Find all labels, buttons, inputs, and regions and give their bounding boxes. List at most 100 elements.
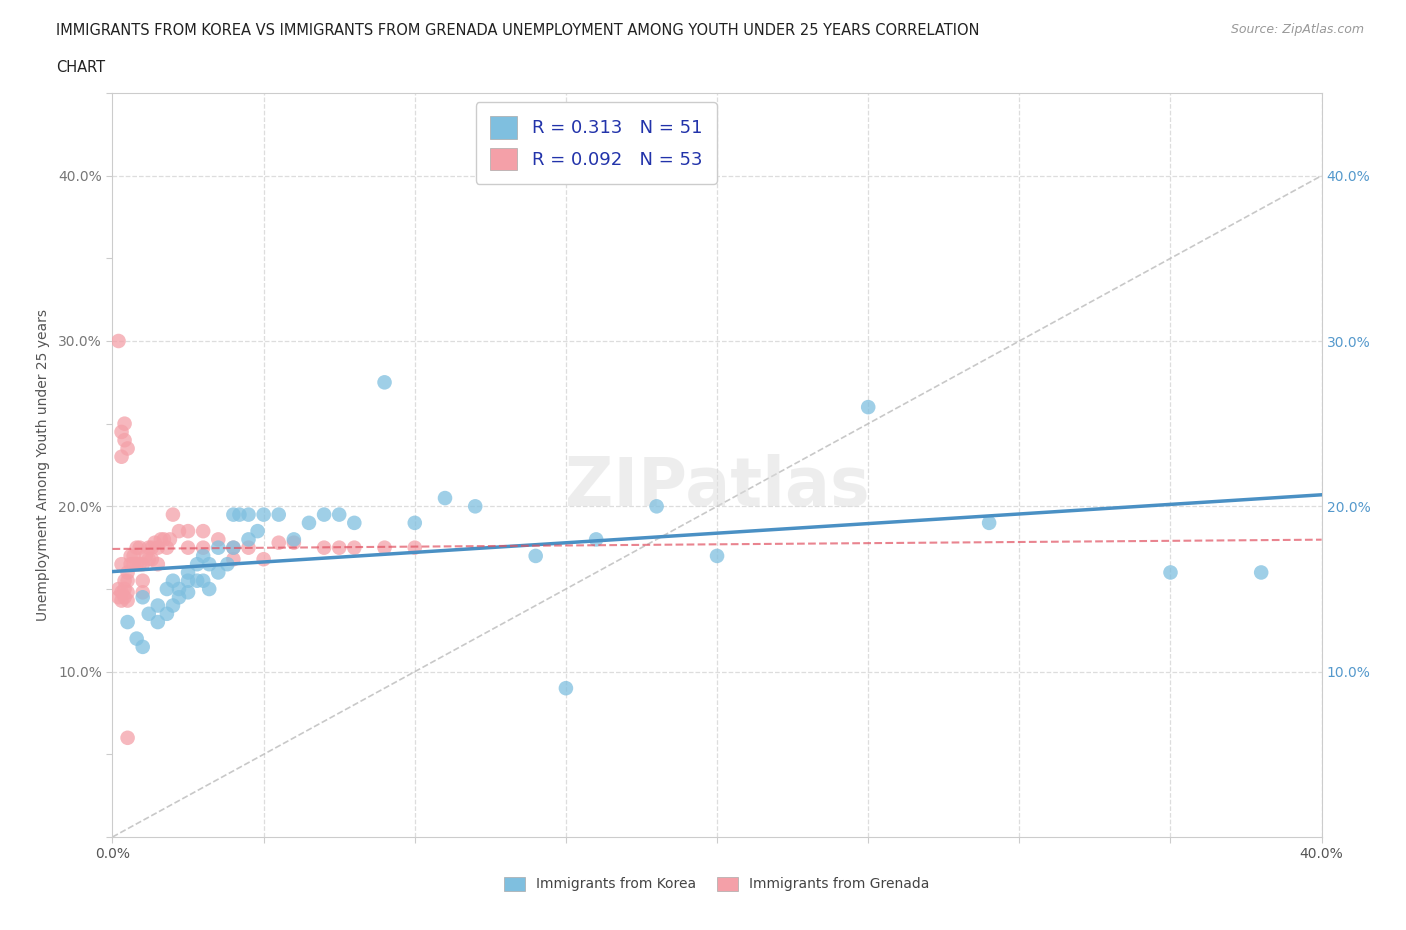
Point [120,549,142,564]
Point [156,606,179,621]
Point [298,515,321,530]
Point [191,540,214,555]
Point [125,557,148,572]
Point [207,540,229,555]
Point [110,449,132,464]
Point [186,557,208,572]
Point [198,581,221,596]
Point [146,557,169,572]
Point [177,573,200,588]
Point [125,540,148,555]
Point [177,540,200,555]
Point [125,631,148,646]
Point [146,540,169,555]
Point [343,540,366,555]
Point [117,441,139,456]
Point [222,540,245,555]
Point [114,417,136,432]
Point [167,590,190,604]
Point [138,540,160,555]
Point [141,551,163,566]
Point [217,557,239,572]
Point [132,640,155,655]
Point [138,551,160,566]
Point [141,540,163,555]
Y-axis label: Unemployment Among Youth under 25 years: Unemployment Among Youth under 25 years [37,309,49,621]
Point [162,507,184,522]
Point [253,551,276,566]
Point [167,581,190,596]
Point [645,498,668,513]
Point [117,593,139,608]
Point [156,540,179,555]
Point [138,606,160,621]
Point [107,581,129,596]
Point [149,532,172,547]
Point [328,540,350,555]
Text: Source: ZipAtlas.com: Source: ZipAtlas.com [1230,23,1364,36]
Point [114,432,136,447]
Point [153,532,176,547]
Point [114,573,136,588]
Text: ZIPatlas: ZIPatlas [565,455,869,520]
Point [162,573,184,588]
Point [1250,565,1272,580]
Point [177,585,200,600]
Point [117,573,139,588]
Point [207,565,229,580]
Point [110,585,132,600]
Point [706,549,728,564]
Point [238,540,260,555]
Point [191,524,214,538]
Point [132,585,155,600]
Point [464,498,486,513]
Point [128,557,150,572]
Point [132,557,155,572]
Point [328,507,350,522]
Point [110,557,132,572]
Point [135,549,157,564]
Point [117,615,139,630]
Point [156,581,179,596]
Point [191,573,214,588]
Point [246,524,269,538]
Point [977,515,1000,530]
Point [177,565,200,580]
Point [110,424,132,439]
Point [159,532,181,547]
Point [117,585,139,600]
Point [238,507,260,522]
Point [314,540,336,555]
Point [283,536,305,551]
Point [228,507,250,522]
Point [107,334,129,349]
Point [374,375,396,390]
Point [222,507,245,522]
Point [186,573,208,588]
Point [117,730,139,745]
Point [198,557,221,572]
Point [343,515,366,530]
Point [222,540,245,555]
Point [253,507,276,522]
Point [267,507,290,522]
Point [110,593,132,608]
Point [374,540,396,555]
Point [167,524,190,538]
Point [554,681,576,696]
Point [191,549,214,564]
Text: CHART: CHART [56,60,105,75]
Text: IMMIGRANTS FROM KOREA VS IMMIGRANTS FROM GRENADA UNEMPLOYMENT AMONG YOUTH UNDER : IMMIGRANTS FROM KOREA VS IMMIGRANTS FROM… [56,23,980,38]
Point [120,557,142,572]
Point [114,581,136,596]
Point [267,536,290,551]
Point [128,540,150,555]
Point [314,507,336,522]
Point [117,565,139,580]
Point [143,536,166,551]
Point [433,491,456,506]
Point [132,590,155,604]
Point [1159,565,1181,580]
Point [585,532,607,547]
Point [162,598,184,613]
